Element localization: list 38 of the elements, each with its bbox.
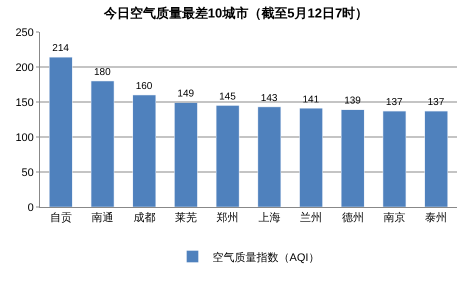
x-tick-label: 郑州 [216,211,239,224]
legend-label: 空气质量指数（AQI） [212,250,320,264]
data-label: 137 [428,97,445,108]
data-label: 137 [386,97,404,108]
x-tick-label: 成都 [133,211,156,224]
bar [382,110,406,207]
bar [132,94,156,207]
data-label: 143 [260,92,278,104]
data-label: 214 [52,43,70,54]
x-tick-label: 南京 [383,211,406,224]
bar [299,108,323,207]
x-tick-label: 兰州 [300,211,322,224]
data-label: 180 [94,67,112,78]
data-label: 141 [302,94,320,106]
y-tick-label: 0 [28,202,34,214]
bar [49,56,73,207]
bar [216,105,240,207]
x-tick-label: 莱芜 [174,211,197,224]
x-tick-label: 德州 [342,211,364,224]
bar [258,106,282,207]
x-tick-label: 南通 [92,211,114,224]
y-tick-label: 50 [22,166,34,179]
y-tick-label: 200 [15,62,34,74]
bar [90,80,114,207]
y-tick-label: 100 [15,132,34,144]
x-tick-label: 自贡 [50,212,72,224]
bar [341,109,364,207]
bar [174,102,198,207]
y-tick-label: 150 [15,96,34,109]
chart-title: 今日空气质量最差10城市（截至5月12日7时） [102,6,368,21]
x-tick-label: 泰州 [425,211,448,224]
data-label: 149 [177,88,195,100]
data-label: 145 [219,92,236,102]
y-tick-label: 250 [15,26,34,39]
data-label: 139 [344,96,362,107]
x-tick-label: 上海 [258,211,280,224]
bar [424,110,448,207]
data-label: 160 [136,81,153,92]
